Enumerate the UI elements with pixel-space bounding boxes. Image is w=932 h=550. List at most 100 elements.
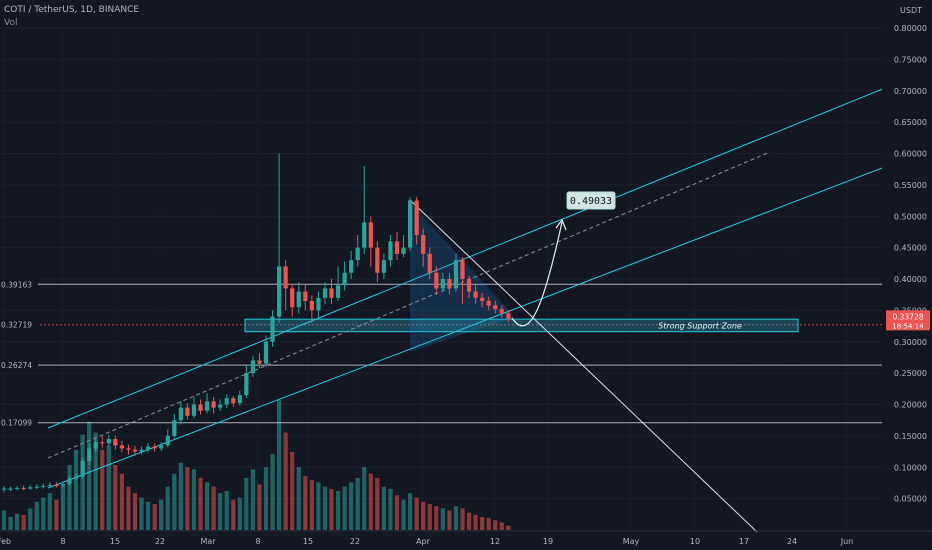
candle-body bbox=[47, 484, 52, 487]
volume-bar bbox=[499, 522, 504, 530]
y-tick-label: 0.55000 bbox=[894, 181, 927, 190]
volume-bar bbox=[41, 497, 46, 530]
x-tick-label: Mar bbox=[200, 537, 216, 546]
y-tick-label: 0.40000 bbox=[894, 275, 927, 284]
candle-body bbox=[493, 305, 498, 310]
candle-body bbox=[329, 288, 334, 298]
volume-bar bbox=[93, 432, 98, 530]
candle-body bbox=[113, 439, 118, 446]
volume-bar bbox=[263, 467, 269, 530]
candle-body bbox=[408, 200, 413, 248]
volume-bar bbox=[231, 499, 236, 530]
candle-body bbox=[460, 260, 465, 279]
volume-bars bbox=[1, 400, 511, 530]
candle-body bbox=[434, 272, 439, 289]
support-zone-label: Strong Support Zone bbox=[658, 321, 742, 330]
volume-bar bbox=[329, 488, 334, 530]
volume-bar bbox=[34, 501, 39, 530]
y-tick-label: 0.45000 bbox=[894, 244, 927, 253]
x-tick-label: 22 bbox=[350, 537, 360, 546]
candle-body bbox=[427, 253, 432, 273]
candle-body bbox=[322, 288, 328, 298]
volume-bar bbox=[185, 467, 190, 530]
grid-lines bbox=[0, 27, 882, 530]
volume-bar bbox=[126, 486, 131, 530]
volume-bar bbox=[283, 432, 288, 530]
candle-body bbox=[257, 360, 262, 364]
y-axis-panel bbox=[882, 0, 932, 550]
level-label: 0.32719 bbox=[1, 321, 32, 330]
volume-bar bbox=[224, 491, 229, 530]
y-tick-label: 0.80000 bbox=[894, 24, 927, 33]
volume-bar bbox=[381, 486, 386, 530]
volume-bar bbox=[368, 473, 373, 530]
candle-body bbox=[204, 401, 210, 411]
y-tick-label: 0.60000 bbox=[894, 150, 927, 159]
x-tick-label: 8 bbox=[255, 537, 260, 546]
volume-bar bbox=[178, 462, 183, 530]
level-label: 0.39163 bbox=[1, 280, 32, 289]
volume-bar bbox=[191, 469, 197, 530]
candles bbox=[1, 153, 511, 493]
volume-bar bbox=[165, 486, 170, 530]
volume-bar bbox=[355, 478, 360, 530]
chart-title: COTI / TetherUS, 1D, BINANCE bbox=[4, 5, 140, 15]
candle-body bbox=[60, 484, 66, 486]
volume-bar bbox=[28, 508, 33, 530]
volume-bar bbox=[132, 493, 138, 530]
volume-bar bbox=[146, 501, 151, 530]
volume-bar bbox=[453, 506, 459, 530]
x-tick-label: 19 bbox=[543, 537, 553, 546]
x-tick-label: Feb bbox=[0, 537, 11, 546]
candle-body bbox=[401, 247, 406, 254]
candle-body bbox=[41, 486, 46, 488]
candle-body bbox=[355, 247, 360, 261]
candle-body bbox=[250, 360, 255, 374]
candle-body bbox=[146, 446, 151, 450]
candle-body bbox=[263, 341, 269, 364]
x-tick-label: 17 bbox=[739, 537, 749, 546]
candle-body bbox=[466, 279, 472, 292]
candle-body bbox=[172, 420, 177, 436]
volume-bar bbox=[375, 478, 380, 530]
volume-bar bbox=[460, 508, 465, 530]
x-tick-label: 8 bbox=[60, 537, 65, 546]
candle-body bbox=[8, 488, 13, 490]
level-label-bg bbox=[0, 278, 38, 290]
x-tick-label: 22 bbox=[155, 537, 165, 546]
x-tick-label: Jun bbox=[840, 537, 854, 546]
volume-bar bbox=[322, 486, 328, 530]
candle-body bbox=[368, 222, 373, 248]
candle-body bbox=[87, 448, 92, 461]
volume-bar bbox=[401, 499, 406, 530]
x-tick-label: May bbox=[623, 537, 640, 546]
candle-body bbox=[106, 439, 111, 444]
y-axis-unit: USDT bbox=[900, 6, 922, 15]
volume-bar bbox=[67, 465, 72, 530]
volume-bar bbox=[486, 518, 491, 530]
x-tick-label: 15 bbox=[110, 537, 120, 546]
volume-bar bbox=[87, 421, 92, 530]
current-price-tag bbox=[886, 310, 930, 331]
volume-label: Vol bbox=[4, 18, 18, 28]
candle-body bbox=[414, 200, 419, 236]
candle-body bbox=[132, 449, 138, 452]
x-tick-label: 24 bbox=[787, 537, 797, 546]
candle-body bbox=[309, 300, 314, 311]
volume-bar bbox=[466, 512, 472, 530]
candle-body bbox=[218, 404, 223, 408]
level-label: 0.26274 bbox=[1, 361, 32, 370]
volume-bar bbox=[408, 493, 413, 530]
candle-body bbox=[191, 404, 197, 416]
target-label: 0.49033 bbox=[570, 196, 612, 207]
candle-body bbox=[499, 309, 504, 314]
candle-body bbox=[303, 291, 308, 301]
volume-bar bbox=[152, 504, 157, 530]
volume-bar bbox=[270, 454, 275, 530]
candle-body bbox=[54, 484, 59, 486]
candle-body bbox=[165, 435, 170, 446]
volume-bar bbox=[362, 467, 367, 530]
trend-drawings: Strong Support Zone 0.49033 bbox=[47, 85, 891, 533]
volume-bar bbox=[493, 520, 498, 530]
